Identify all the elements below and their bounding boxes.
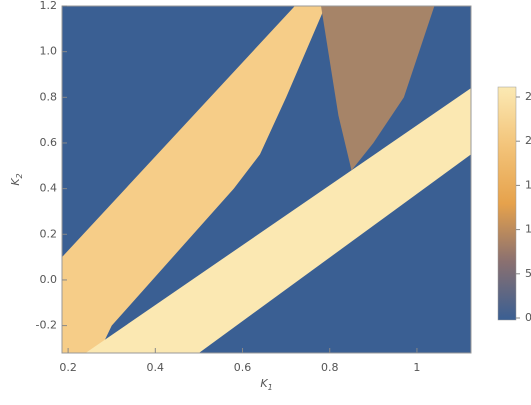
x-tick-label: 0.2 [59,361,77,374]
y-tick-label: 0.4 [40,182,58,195]
colorbar-label: 2 [525,90,531,103]
y-tick-label: 1.2 [40,0,58,12]
x-axis-label: K1 [260,377,272,392]
y-tick-label: 0.8 [40,90,58,103]
colorbar-label: 0 [525,311,531,324]
colorbar-label: 1 [525,178,531,191]
colorbar [497,86,517,321]
x-axis-label-main: K [260,377,268,390]
x-tick-label: 0.6 [234,361,252,374]
region [85,88,472,354]
y-tick-label: 0.6 [40,136,58,149]
y-axis-label: K2 [9,173,24,185]
colorbar-label: 2 [525,134,531,147]
y-tick-label: 0.2 [40,227,58,240]
x-tick-label: 0.8 [321,361,339,374]
y-axis-label-sub: 2 [15,173,24,178]
colorbar-label: 1 [525,223,531,236]
x-axis-label-sub: 1 [268,383,273,392]
region [321,6,435,171]
colorbar-label: 5 [525,267,531,280]
region [62,6,326,353]
y-axis-label-main: K [9,178,22,186]
x-tick-label: 1 [413,361,420,374]
y-tick-label: -0.2 [36,319,57,332]
y-tick-label: 1.0 [40,45,58,58]
x-tick-label: 0.4 [147,361,165,374]
plot-frame [61,5,472,354]
y-tick-label: 0.0 [40,273,58,286]
